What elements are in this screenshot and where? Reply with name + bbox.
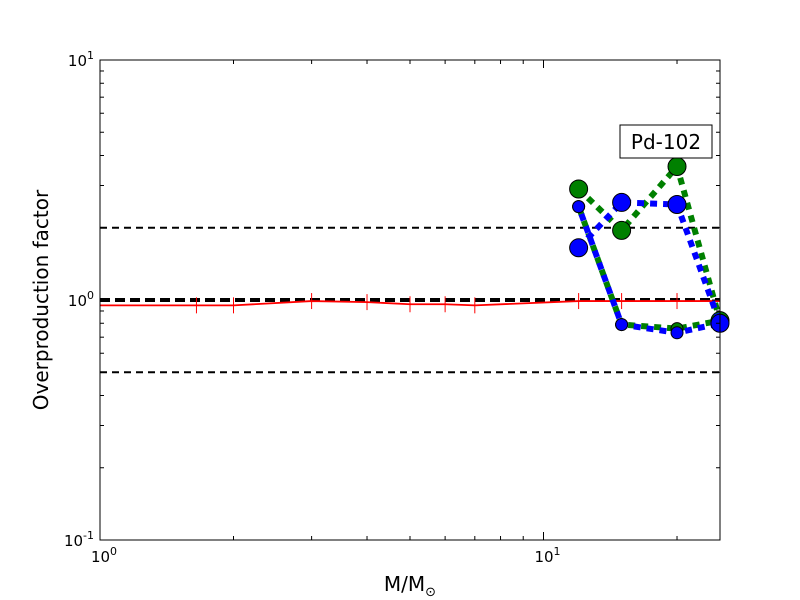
- series-point-2: [569, 238, 589, 258]
- series-point-2: [670, 326, 684, 340]
- series-line-0: [100, 300, 720, 307]
- series-point-2: [572, 200, 586, 214]
- x-axis-label-sub: ⊙: [425, 585, 436, 600]
- y-tick-label: 101: [68, 49, 94, 70]
- annotation-box: Pd-102: [619, 124, 713, 159]
- series-point-1: [612, 220, 632, 240]
- series-point-2: [612, 192, 632, 212]
- series-point-1: [667, 156, 687, 176]
- x-axis-label-main: M/M: [384, 572, 425, 596]
- y-tick-label: 10-1: [64, 529, 94, 550]
- y-tick-label: 100: [68, 289, 94, 310]
- y-axis-label: Overproduction factor: [29, 189, 53, 410]
- x-tick-label: 101: [534, 545, 560, 566]
- x-tick-label: 100: [91, 545, 117, 566]
- annotation-frame: [619, 124, 713, 159]
- series-point-2: [615, 318, 629, 332]
- axis-ticks: [99, 59, 720, 541]
- annotation-label: Pd-102: [631, 130, 701, 154]
- series-point-1: [569, 179, 589, 199]
- series-point-2: [667, 194, 687, 214]
- x-axis-label: M/M⊙: [384, 572, 436, 600]
